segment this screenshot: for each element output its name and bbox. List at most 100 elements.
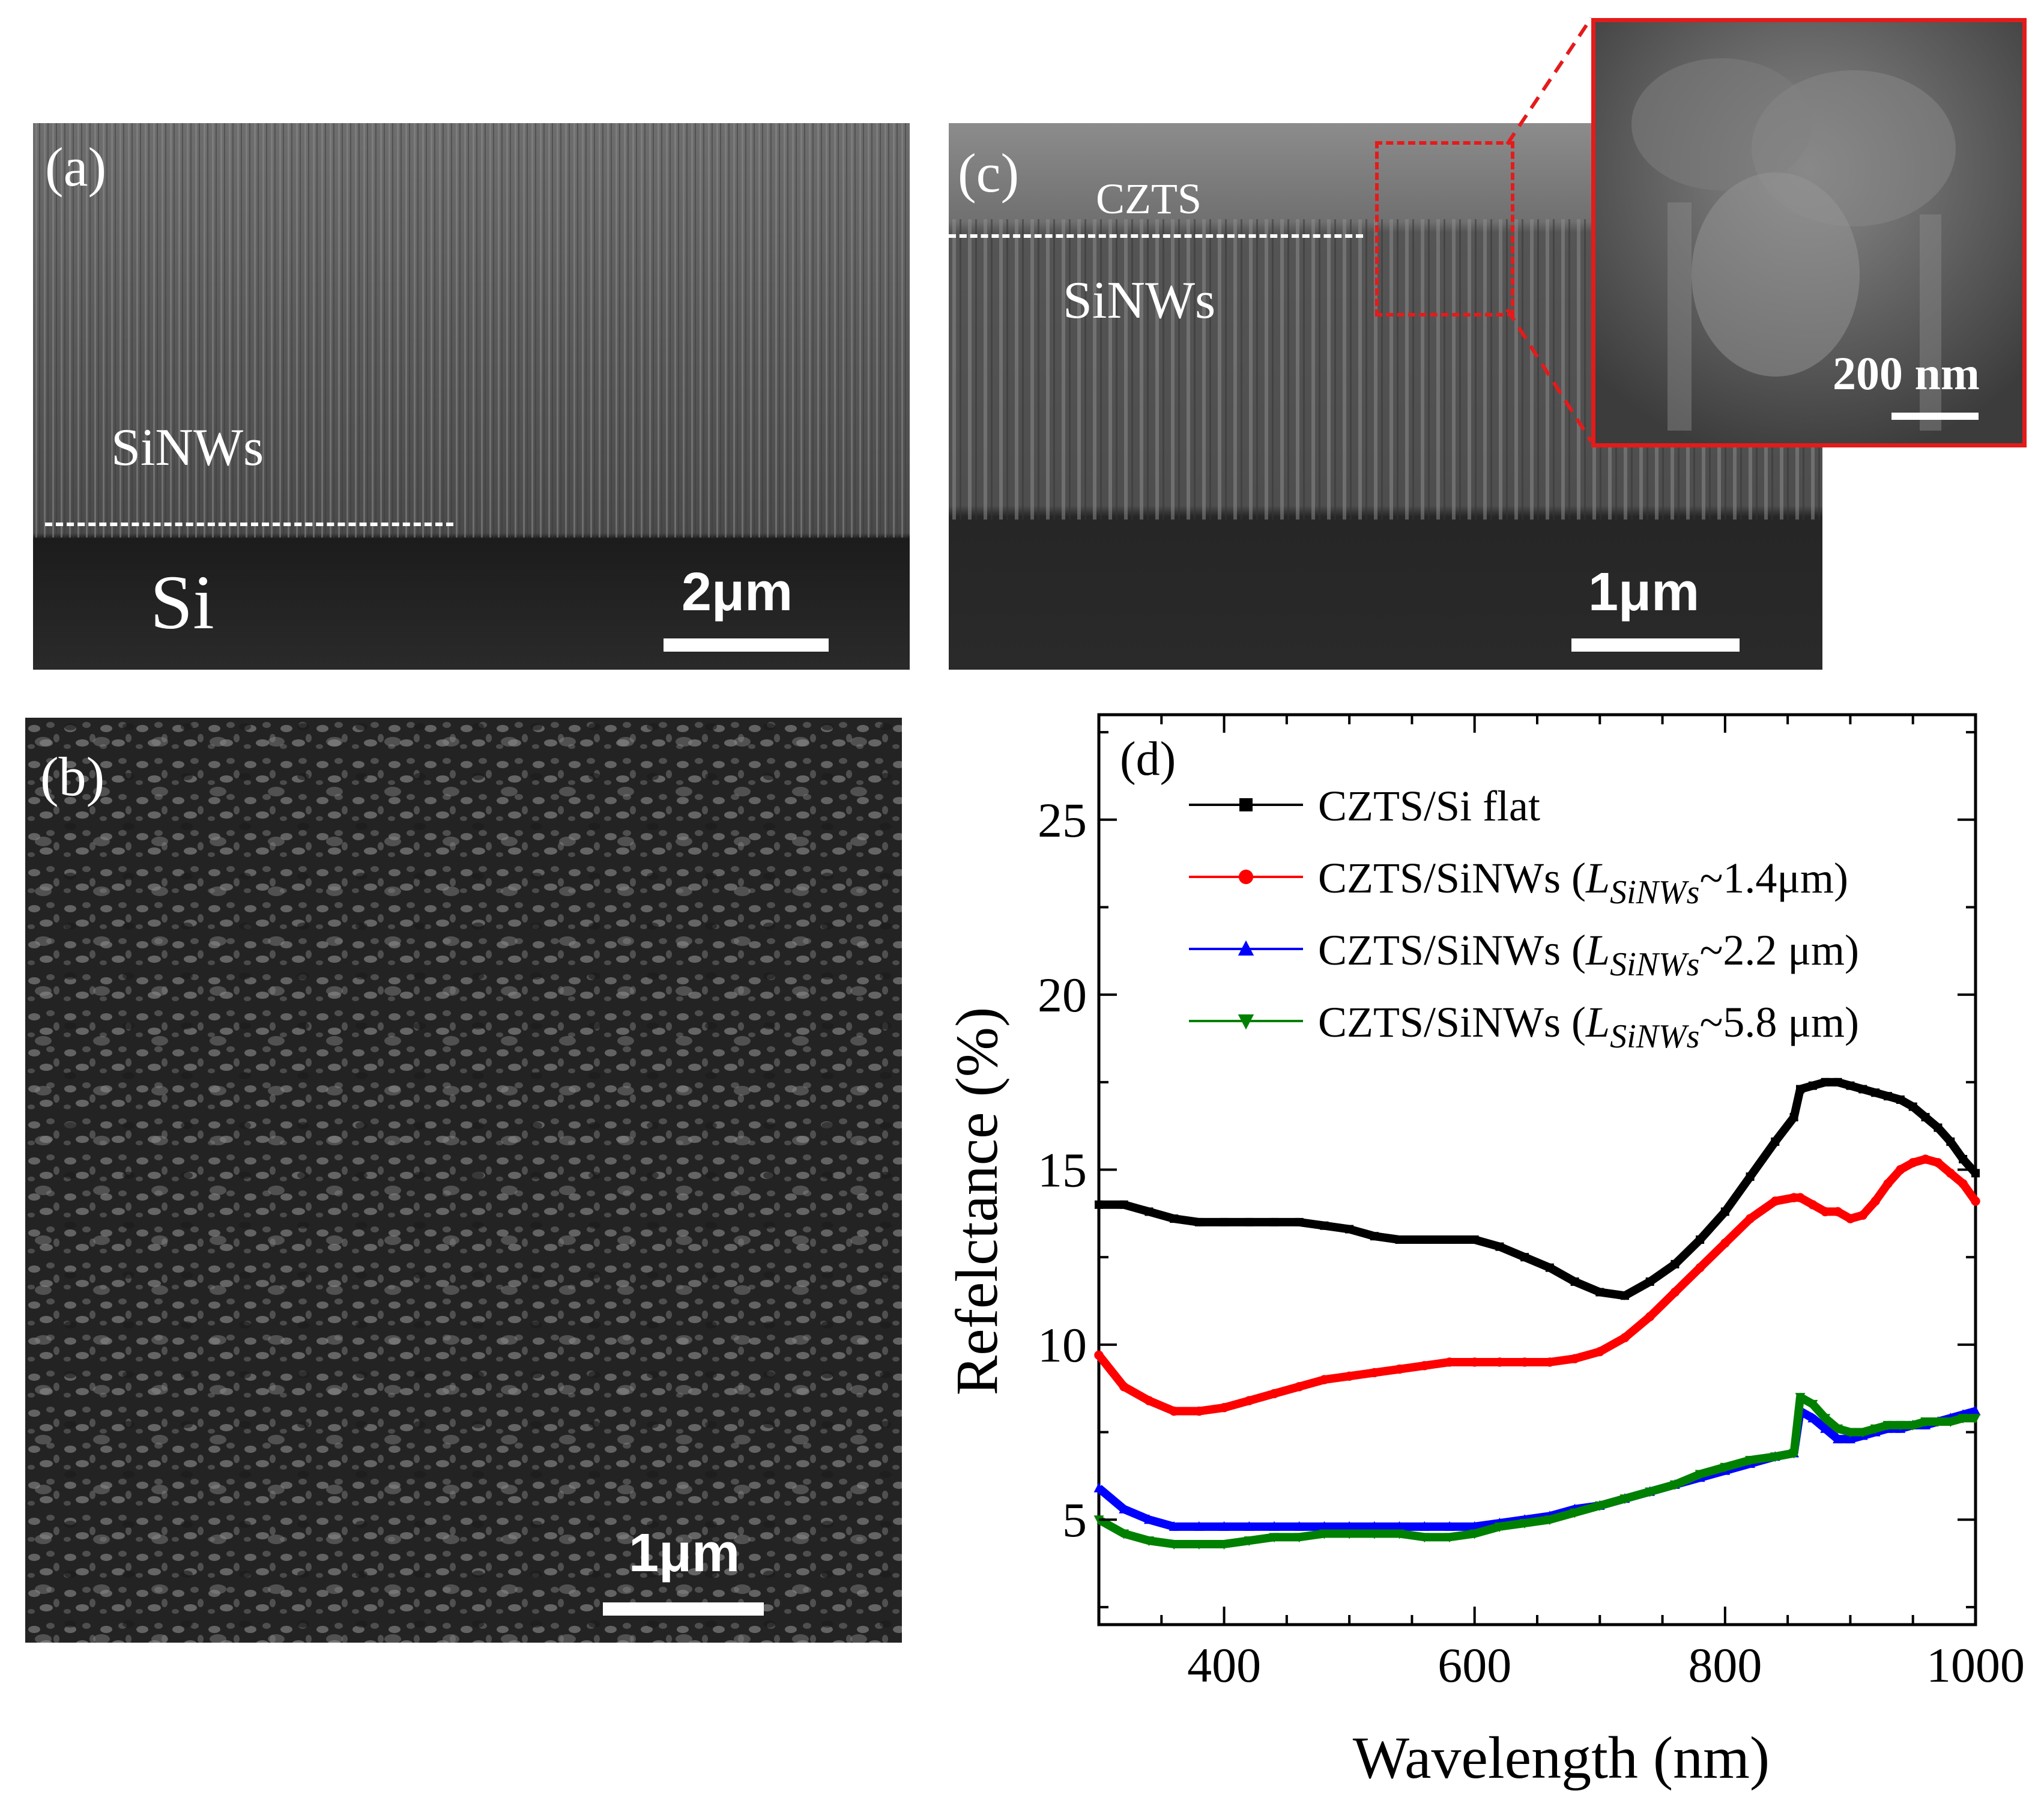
data-point xyxy=(1645,1277,1654,1286)
data-point xyxy=(1833,1207,1843,1217)
data-point xyxy=(1194,1217,1203,1226)
data-point xyxy=(1119,1529,1129,1539)
data-point xyxy=(1833,1424,1843,1434)
data-point xyxy=(1895,1420,1906,1431)
data-point xyxy=(1883,1179,1893,1189)
data-point xyxy=(1870,1424,1881,1434)
data-point xyxy=(1696,1235,1705,1244)
data-point xyxy=(1720,1462,1731,1473)
y-tick-label: 10 xyxy=(1038,1318,1087,1372)
data-point xyxy=(1093,1482,1104,1492)
data-point xyxy=(1344,1371,1354,1381)
data-point xyxy=(1595,1288,1604,1297)
data-point xyxy=(1394,1521,1404,1531)
data-point xyxy=(1370,1368,1379,1378)
panel-b-sem-image: (b) 1μm xyxy=(25,718,902,1643)
series-layer xyxy=(1093,1077,1981,1550)
series-line xyxy=(1096,1393,1976,1548)
data-point xyxy=(1795,1393,1806,1403)
data-point xyxy=(1720,1238,1730,1248)
data-point xyxy=(1169,1406,1179,1416)
data-point xyxy=(1295,1217,1304,1226)
data-point xyxy=(1920,1417,1931,1428)
panel-a-interface-line xyxy=(45,523,453,526)
data-point xyxy=(1445,1235,1454,1244)
y-tick-label: 5 xyxy=(1062,1492,1087,1547)
series-4 xyxy=(1093,1393,1981,1550)
data-point xyxy=(1119,1200,1128,1209)
data-point xyxy=(1495,1357,1505,1367)
data-point xyxy=(1295,1382,1304,1392)
data-point xyxy=(1169,1521,1179,1531)
data-point xyxy=(1821,1207,1830,1217)
data-point xyxy=(1319,1375,1329,1384)
x-tick-label: 400 xyxy=(1187,1638,1261,1692)
data-point xyxy=(1170,1214,1179,1223)
panel-c-tag: (c) xyxy=(958,142,1020,204)
data-point xyxy=(1808,1081,1817,1090)
data-point xyxy=(1770,1452,1780,1462)
data-point xyxy=(1695,1470,1705,1480)
data-point xyxy=(1958,1414,1968,1424)
data-point xyxy=(1884,1092,1892,1101)
data-point xyxy=(1420,1361,1429,1371)
data-point xyxy=(1908,1158,1918,1168)
data-point xyxy=(1244,1536,1254,1547)
y-axis-label: Refelctance (%) xyxy=(943,1007,1010,1396)
data-point xyxy=(1144,1396,1154,1405)
data-point xyxy=(1344,1521,1355,1531)
data-point xyxy=(1419,1521,1430,1531)
data-point xyxy=(1294,1533,1305,1543)
data-point xyxy=(1807,1413,1818,1423)
panel-b-tag: (b) xyxy=(40,746,105,807)
data-point xyxy=(1621,1291,1629,1300)
data-point xyxy=(1470,1357,1480,1367)
legend-label: CZTS/SiNWs (LSiNWs~5.8 μm) xyxy=(1318,998,1859,1055)
data-point xyxy=(1908,1420,1919,1431)
data-point xyxy=(1495,1522,1505,1532)
data-point xyxy=(1921,1113,1930,1122)
panel-c-sinws-label: SiNWs xyxy=(1063,271,1216,330)
data-point xyxy=(1620,1333,1630,1342)
data-point xyxy=(1771,1137,1780,1146)
panel-a-sinws-label: SiNWs xyxy=(111,419,264,477)
data-point xyxy=(1219,1539,1229,1550)
data-point xyxy=(1959,1155,1968,1164)
data-point xyxy=(1789,1113,1798,1122)
data-point xyxy=(1144,1514,1154,1524)
panel-c-inset-image: 200 nm xyxy=(1591,18,2027,447)
data-point xyxy=(1595,1347,1604,1357)
data-point xyxy=(1269,1521,1280,1531)
data-point xyxy=(1169,1539,1179,1550)
data-point xyxy=(1594,1501,1605,1511)
y-tick-label: 20 xyxy=(1038,968,1087,1022)
data-point xyxy=(1745,1456,1755,1466)
data-point xyxy=(1520,1253,1529,1262)
data-point xyxy=(1796,1085,1804,1094)
panel-a-sem-image: (a) SiNWs Si 2μm xyxy=(33,123,910,670)
data-point xyxy=(1746,1172,1755,1181)
data-point xyxy=(1808,1200,1818,1210)
data-point xyxy=(1570,1508,1580,1518)
inset-texture xyxy=(1595,22,2022,443)
data-point xyxy=(1933,1417,1943,1428)
data-point xyxy=(1857,1428,1868,1438)
inset-scale-bar xyxy=(1891,413,1979,420)
data-point xyxy=(1369,1529,1380,1539)
panel-c-texture xyxy=(949,123,1822,670)
data-point xyxy=(1770,1196,1780,1206)
data-point xyxy=(1970,1405,1981,1416)
data-point xyxy=(1833,1434,1843,1444)
data-point xyxy=(1645,1312,1655,1321)
series-line xyxy=(1095,1155,1979,1416)
panel-a-si-label: Si xyxy=(150,560,214,645)
data-point xyxy=(1570,1277,1579,1286)
data-point xyxy=(1858,1085,1867,1094)
legend-marker xyxy=(1238,940,1254,956)
data-point xyxy=(1695,1262,1705,1273)
data-point xyxy=(1920,1154,1931,1164)
data-point xyxy=(1094,1350,1104,1360)
data-point xyxy=(1846,1081,1855,1090)
legend-label: CZTS/SiNWs (LSiNWs~1.4μm) xyxy=(1318,854,1848,911)
